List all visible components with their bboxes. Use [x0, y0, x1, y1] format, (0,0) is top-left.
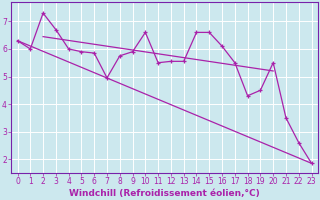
X-axis label: Windchill (Refroidissement éolien,°C): Windchill (Refroidissement éolien,°C): [69, 189, 260, 198]
